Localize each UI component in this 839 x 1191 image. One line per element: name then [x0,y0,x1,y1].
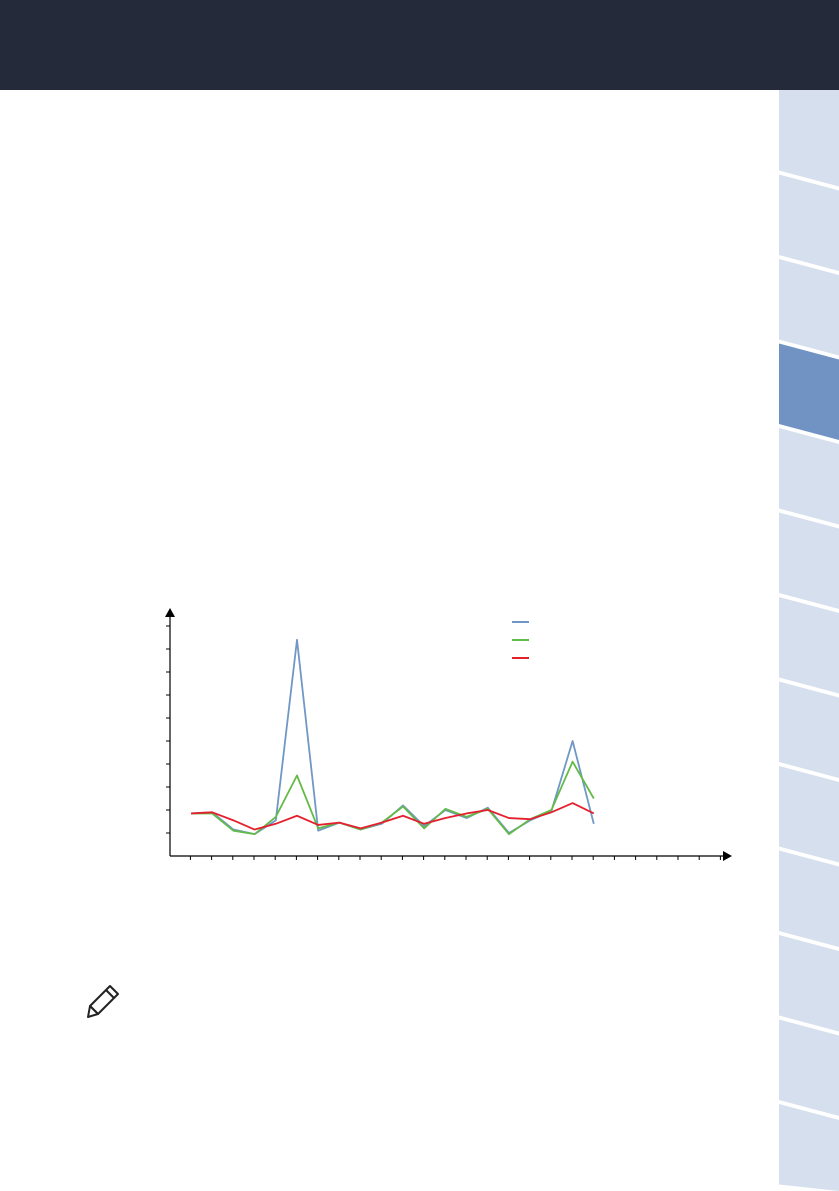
side-tab[interactable] [779,428,839,525]
header-bar [0,0,839,90]
side-tab[interactable] [779,512,839,610]
side-tab[interactable] [779,681,839,779]
series-line-3 [190,802,595,831]
chart-series [190,638,595,836]
side-tab[interactable] [779,597,839,694]
x-axis-arrow [723,851,732,861]
line-chart [150,600,740,870]
chart-axes [165,608,732,861]
pencil-note-icon [80,980,124,1020]
page-number [813,0,833,90]
series-line-2 [191,760,595,836]
side-tab[interactable] [779,1104,839,1191]
y-axis-arrow [165,608,175,617]
side-tabs-graphic [779,90,839,1191]
chart-svg [165,608,732,861]
side-tab[interactable] [779,935,839,1032]
side-tab[interactable] [779,850,839,948]
side-tab[interactable] [779,259,839,356]
series-line-1 [190,638,595,836]
side-tab[interactable] [779,766,839,863]
side-tab[interactable] [779,1019,839,1117]
chart-legend [512,621,529,659]
side-tab-active[interactable] [779,343,839,441]
side-tab-strip [779,90,839,1191]
side-tab[interactable] [779,90,839,187]
side-tab[interactable] [779,174,839,272]
